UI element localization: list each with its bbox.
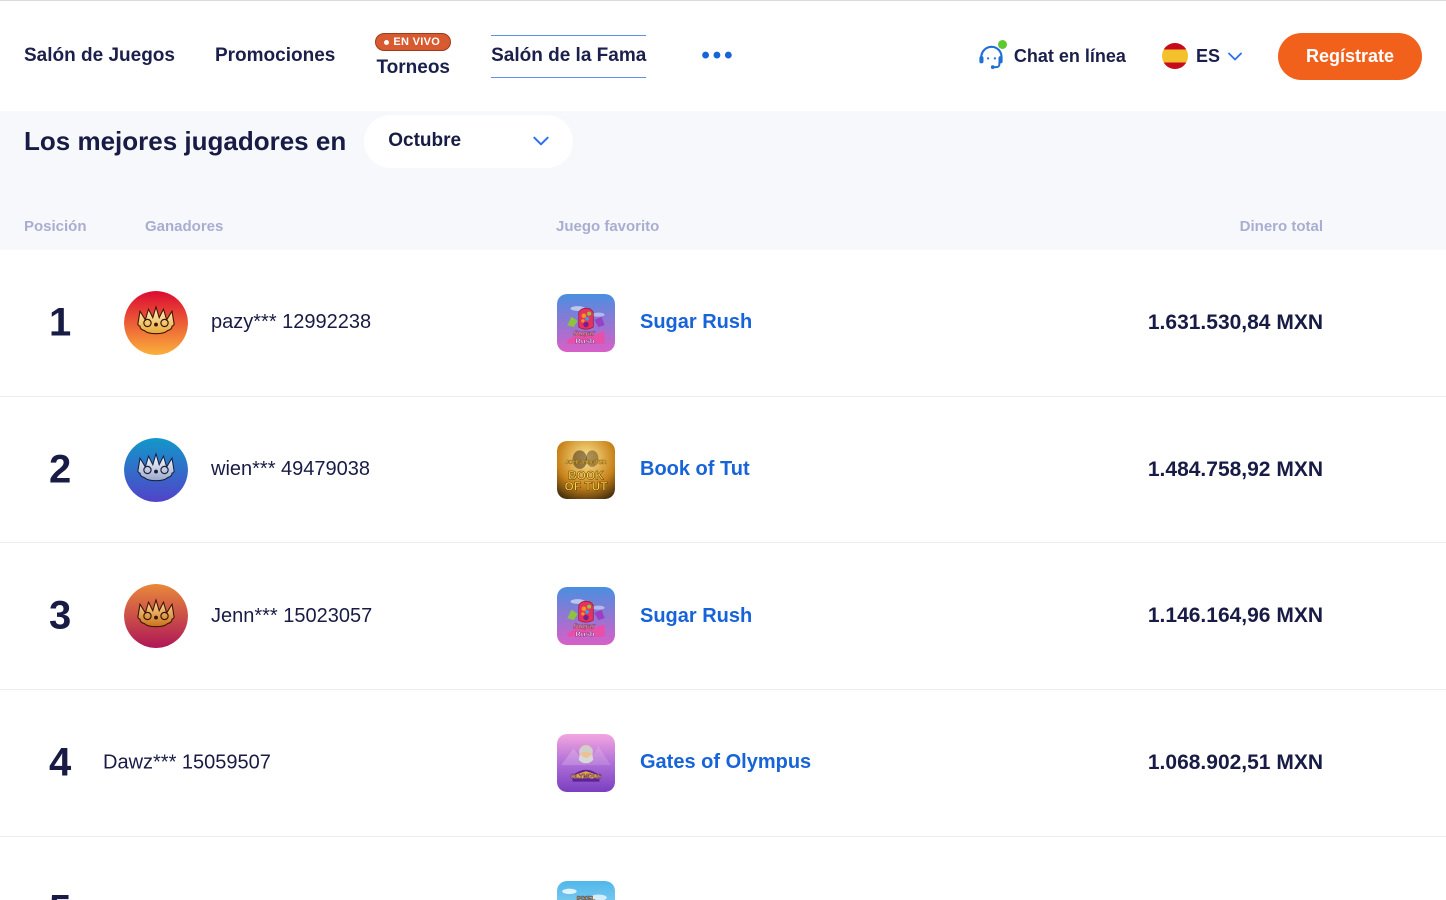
svg-text:PIXEL: PIXEL [577, 895, 596, 900]
svg-text:OLYMPUS: OLYMPUS [570, 773, 602, 780]
svg-text:Rush: Rush [575, 630, 595, 639]
svg-text:JOHN HUNTER: JOHN HUNTER [565, 459, 606, 465]
svg-text:Rush: Rush [575, 337, 595, 346]
svg-text:OF TUT: OF TUT [565, 479, 609, 493]
